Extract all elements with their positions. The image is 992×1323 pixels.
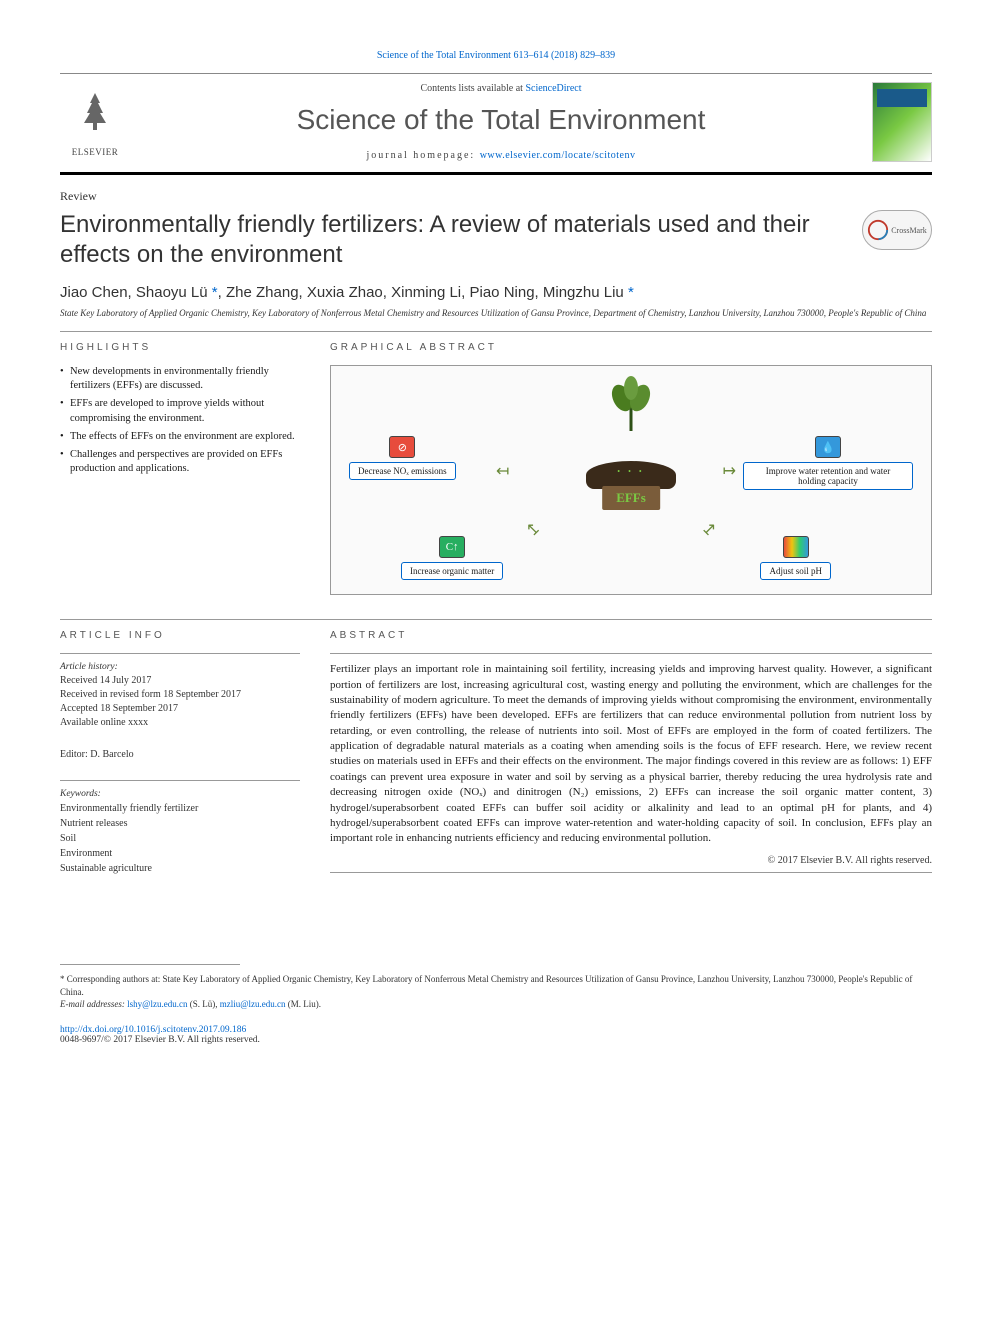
keyword: Environment xyxy=(60,846,300,861)
history-line: Available online xxxx xyxy=(60,716,300,730)
journal-name: Science of the Total Environment xyxy=(150,104,852,136)
corr-marker: * xyxy=(628,284,634,301)
rule-mid xyxy=(60,331,932,332)
article-info-section: ARTICLE INFO Article history: Received 1… xyxy=(60,630,300,894)
email-label: E-mail addresses: xyxy=(60,999,127,1009)
editor-line: Editor: D. Barcelo xyxy=(60,748,300,762)
abstract-section: ABSTRACT Fertilizer plays an important r… xyxy=(330,630,932,894)
affiliation: State Key Laboratory of Applied Organic … xyxy=(60,307,932,319)
elsevier-tree-icon xyxy=(70,88,120,145)
author-list: Jiao Chen, Shaoyu Lü *, Zhe Zhang, Xuxia… xyxy=(60,284,932,301)
arrow-icon: ↤ xyxy=(521,517,545,541)
corr-marker: * xyxy=(212,284,218,301)
ga-item-nox: ⊘ Decrease NOₓ emissions xyxy=(349,436,456,480)
abstract-text: Fertilizer plays an important role in ma… xyxy=(330,662,932,847)
email-link[interactable]: lshy@lzu.edu.cn xyxy=(127,999,187,1009)
soil-icon xyxy=(586,461,676,489)
highlight-item: EFFs are developed to improve yields wit… xyxy=(60,397,300,425)
water-icon: 💧 xyxy=(815,436,841,458)
ga-item-organic: C↑ Increase organic matter xyxy=(401,536,503,580)
history-line: Received in revised form 18 September 20… xyxy=(60,688,300,702)
ga-item-ph: Adjust soil pH xyxy=(760,536,831,580)
article-type: Review xyxy=(60,189,932,204)
rule-top xyxy=(60,73,932,74)
history-line: Received 14 July 2017 xyxy=(60,674,300,688)
citation-header: Science of the Total Environment 613–614… xyxy=(60,50,932,61)
footnote-rule xyxy=(60,964,240,965)
ga-label: Increase organic matter xyxy=(401,562,503,580)
author: Mingzhu Liu xyxy=(543,284,624,301)
author: Piao Ning xyxy=(470,284,535,301)
abstract-copyright: © 2017 Elsevier B.V. All rights reserved… xyxy=(330,855,932,866)
history-label: Article history: xyxy=(60,662,300,672)
keyword: Nutrient releases xyxy=(60,816,300,831)
graphical-abstract-figure: EFFs ⊘ Decrease NOₓ emissions ↤ 💧 Improv… xyxy=(330,365,932,595)
nox-icon: ⊘ xyxy=(389,436,415,458)
ga-item-water: 💧 Improve water retention and water hold… xyxy=(743,436,913,490)
highlight-item: Challenges and perspectives are provided… xyxy=(60,448,300,476)
plant-icon xyxy=(608,376,654,446)
corr-label: * Corresponding authors at: xyxy=(60,974,163,984)
graphical-abstract-section: GRAPHICAL ABSTRACT EFFs ⊘ Decrease NOₓ e… xyxy=(330,342,932,595)
corr-text: State Key Laboratory of Applied Organic … xyxy=(60,974,912,997)
article-info-heading: ARTICLE INFO xyxy=(60,630,300,641)
sciencedirect-link[interactable]: ScienceDirect xyxy=(525,83,581,94)
publisher-name: ELSEVIER xyxy=(72,147,119,157)
contents-prefix: Contents lists available at xyxy=(420,83,525,94)
rule-thick xyxy=(60,172,932,175)
keywords-label: Keywords: xyxy=(60,789,300,799)
crossmark-label: CrossMark xyxy=(891,226,927,235)
ga-label: Decrease NOₓ emissions xyxy=(349,462,456,480)
journal-homepage: journal homepage: www.elsevier.com/locat… xyxy=(150,150,852,161)
corresponding-author-note: * Corresponding authors at: State Key La… xyxy=(60,973,932,1011)
doi-block: http://dx.doi.org/10.1016/j.scitotenv.20… xyxy=(60,1025,932,1045)
ga-heading: GRAPHICAL ABSTRACT xyxy=(330,342,932,353)
highlights-heading: HIGHLIGHTS xyxy=(60,342,300,353)
ph-icon xyxy=(783,536,809,558)
rule-mid-2 xyxy=(60,619,932,620)
effs-label: EFFs xyxy=(602,486,660,510)
highlights-section: HIGHLIGHTS New developments in environme… xyxy=(60,342,300,595)
history-line: Accepted 18 September 2017 xyxy=(60,702,300,716)
author: Shaoyu Lü xyxy=(136,284,208,301)
arrow-icon: ↦ xyxy=(697,517,721,541)
abstract-heading: ABSTRACT xyxy=(330,630,932,641)
highlight-item: New developments in environmentally frie… xyxy=(60,365,300,393)
journal-cover-thumbnail xyxy=(872,82,932,162)
author: Xinming Li xyxy=(391,284,461,301)
citation-link[interactable]: Science of the Total Environment 613–614… xyxy=(377,50,615,61)
author: Zhe Zhang xyxy=(226,284,299,301)
arrow-icon: ↤ xyxy=(496,461,509,481)
carbon-icon: C↑ xyxy=(439,536,465,558)
email-who: (M. Liu). xyxy=(285,999,321,1009)
ga-label: Adjust soil pH xyxy=(760,562,831,580)
email-who: (S. Lü), xyxy=(187,999,219,1009)
crossmark-badge[interactable]: CrossMark xyxy=(862,210,932,250)
homepage-link[interactable]: www.elsevier.com/locate/scitotenv xyxy=(480,150,636,161)
article-title: Environmentally friendly fertilizers: A … xyxy=(60,210,842,270)
email-link[interactable]: mzliu@lzu.edu.cn xyxy=(220,999,286,1009)
keyword: Soil xyxy=(60,831,300,846)
homepage-label: journal homepage: xyxy=(366,150,479,161)
highlight-item: The effects of EFFs on the environment a… xyxy=(60,430,300,444)
author: Xuxia Zhao xyxy=(307,284,383,301)
contents-available: Contents lists available at ScienceDirec… xyxy=(150,83,852,94)
keyword: Environmentally friendly fertilizer xyxy=(60,801,300,816)
arrow-icon: ↦ xyxy=(723,461,736,481)
keyword: Sustainable agriculture xyxy=(60,861,300,876)
author: Jiao Chen xyxy=(60,284,128,301)
ga-label: Improve water retention and water holdin… xyxy=(743,462,913,490)
publisher-logo: ELSEVIER xyxy=(60,82,130,162)
issn-line: 0048-9697/© 2017 Elsevier B.V. All right… xyxy=(60,1035,260,1045)
masthead: ELSEVIER Contents lists available at Sci… xyxy=(60,82,932,162)
doi-link[interactable]: http://dx.doi.org/10.1016/j.scitotenv.20… xyxy=(60,1025,246,1035)
